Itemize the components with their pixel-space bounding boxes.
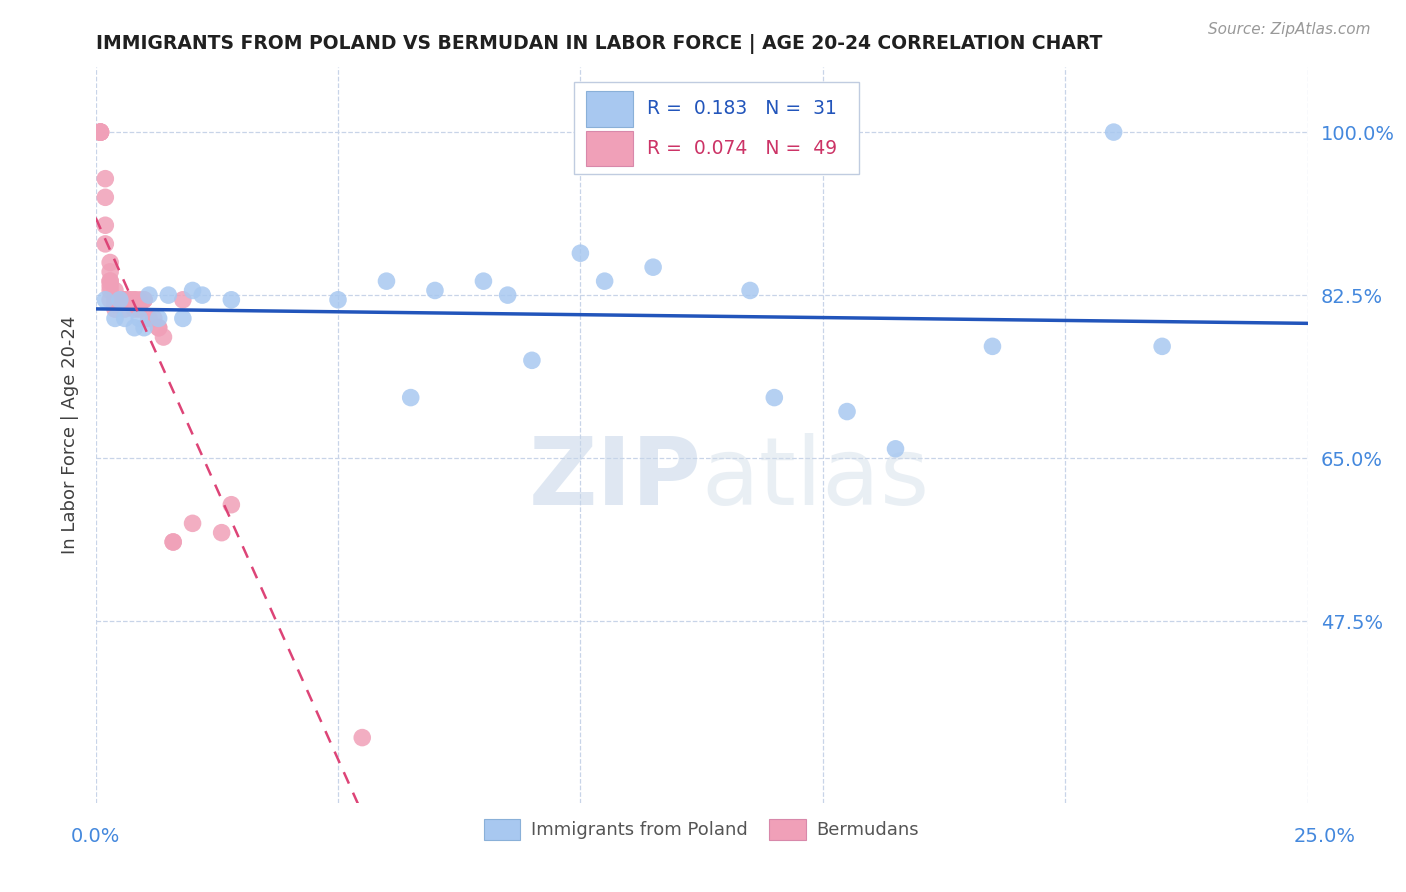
Point [496,288,519,302]
Point [94,236,117,251]
Point [114,311,136,326]
Point [132,293,155,307]
Point [138,311,160,326]
Point [108,293,131,307]
Text: atlas: atlas [702,433,929,525]
Point [399,391,422,405]
FancyBboxPatch shape [586,91,633,127]
Point [124,320,146,334]
Point [835,404,858,418]
Point [643,260,665,275]
Point [211,525,233,540]
Point [114,302,136,317]
Point [152,330,174,344]
Point [104,311,127,326]
Point [89,125,111,139]
Point [1102,125,1125,139]
Point [593,274,616,288]
Point [148,311,170,326]
Point [108,293,131,307]
Point [108,293,131,307]
Point [423,284,446,298]
Point [981,339,1004,353]
Point [114,293,136,307]
Point [114,293,136,307]
Point [162,535,184,549]
Point [191,288,214,302]
Point [108,293,131,307]
Point [104,293,127,307]
Point [221,293,243,307]
Point [884,442,907,456]
Point [104,302,127,317]
Point [375,274,398,288]
Point [221,498,243,512]
Point [763,391,786,405]
Legend: Immigrants from Poland, Bermudans: Immigrants from Poland, Bermudans [477,812,927,847]
Point [104,293,127,307]
Point [124,293,146,307]
Y-axis label: In Labor Force | Age 20-24: In Labor Force | Age 20-24 [60,316,79,554]
Text: 0.0%: 0.0% [70,827,121,847]
Point [104,297,127,311]
Point [94,293,117,307]
Point [172,293,194,307]
Point [181,284,204,298]
Point [89,125,111,139]
Point [94,190,117,204]
Point [94,171,117,186]
Text: ZIP: ZIP [529,433,702,525]
Text: Source: ZipAtlas.com: Source: ZipAtlas.com [1208,22,1371,37]
Point [128,311,150,326]
Text: 25.0%: 25.0% [1294,827,1355,847]
Point [94,219,117,233]
FancyBboxPatch shape [574,81,859,174]
Point [132,293,155,307]
Point [89,125,111,139]
Point [520,353,543,368]
Point [114,293,136,307]
Point [181,516,204,531]
Point [738,284,761,298]
Point [98,278,121,293]
Point [124,293,146,307]
Point [98,265,121,279]
Point [98,284,121,298]
Point [104,284,127,298]
Point [89,125,111,139]
Point [138,288,160,302]
Text: R =  0.074   N =  49: R = 0.074 N = 49 [647,139,837,158]
Point [98,293,121,307]
Point [326,293,349,307]
Point [98,274,121,288]
Point [172,311,194,326]
Point [118,293,141,307]
Text: IMMIGRANTS FROM POLAND VS BERMUDAN IN LABOR FORCE | AGE 20-24 CORRELATION CHART: IMMIGRANTS FROM POLAND VS BERMUDAN IN LA… [96,34,1102,54]
Point [1152,339,1174,353]
Point [98,274,121,288]
Point [142,311,165,326]
Point [157,288,180,302]
Point [472,274,495,288]
Point [162,535,184,549]
Point [128,293,150,307]
Point [352,731,374,745]
FancyBboxPatch shape [586,131,633,166]
Text: R =  0.183   N =  31: R = 0.183 N = 31 [647,99,837,119]
Point [148,320,170,334]
Point [89,125,111,139]
Point [98,255,121,269]
Point [124,302,146,317]
Point [128,302,150,317]
Point [118,293,141,307]
Point [132,320,155,334]
Point [148,320,170,334]
Point [569,246,592,260]
